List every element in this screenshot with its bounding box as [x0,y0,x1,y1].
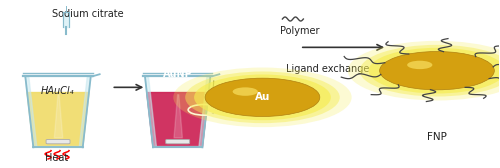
Text: Polymer: Polymer [280,26,320,36]
Polygon shape [27,93,89,147]
FancyBboxPatch shape [166,139,190,144]
Circle shape [185,72,340,123]
Circle shape [232,87,258,96]
Text: FNP: FNP [427,132,447,142]
Text: Au: Au [255,92,270,102]
Text: Ligand exchange: Ligand exchange [286,64,369,74]
Polygon shape [62,12,68,27]
Polygon shape [147,93,208,147]
Text: AuNP: AuNP [163,69,192,79]
Polygon shape [26,77,37,147]
Circle shape [407,61,432,69]
Circle shape [348,41,500,100]
Circle shape [205,78,320,116]
Circle shape [360,45,500,96]
Circle shape [368,48,500,94]
Polygon shape [34,146,82,147]
Circle shape [380,52,494,90]
Polygon shape [153,146,202,147]
Text: HAuCl₄: HAuCl₄ [40,86,74,96]
Circle shape [194,74,331,120]
Circle shape [174,68,352,127]
Text: Sodium citrate: Sodium citrate [52,9,124,19]
Text: Heat: Heat [46,153,68,163]
Polygon shape [199,77,210,147]
Polygon shape [145,77,156,147]
FancyBboxPatch shape [46,139,70,144]
Polygon shape [79,77,90,147]
